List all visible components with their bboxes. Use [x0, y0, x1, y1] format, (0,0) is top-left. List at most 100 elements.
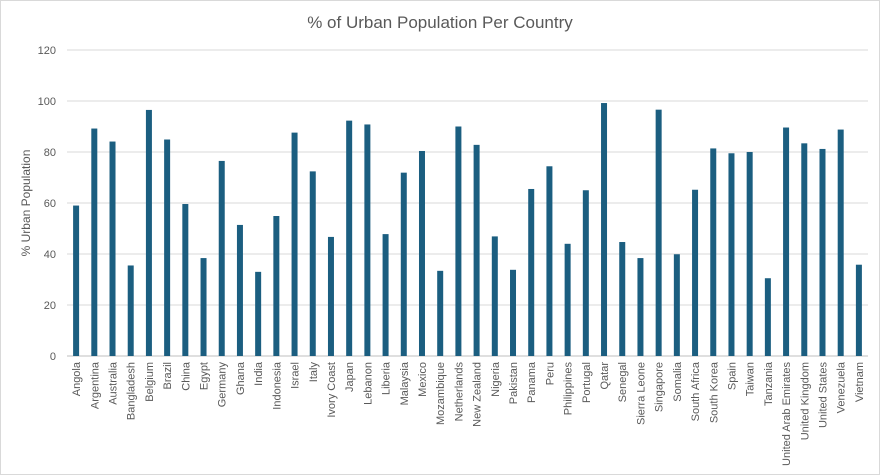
bar: [510, 269, 517, 356]
bar: [491, 236, 498, 356]
y-tick-label: 80: [44, 147, 56, 159]
bar: [728, 153, 735, 356]
x-tick-label: Bangladesh: [126, 362, 138, 420]
x-tick-label: Venezuela: [836, 361, 848, 413]
x-tick-label: Italy: [308, 362, 320, 383]
x-tick-label: Japan: [344, 362, 356, 392]
y-axis-label: % Urban Population: [19, 150, 33, 257]
x-tick-label: Qatar: [599, 362, 611, 390]
bar: [291, 132, 298, 356]
x-tick-labels: Angola Argentina Australia Bangladesh Belgiu…: [71, 361, 866, 466]
x-tick-label: Argentina: [89, 361, 101, 409]
x-tick-label: Ivory Coast: [326, 362, 338, 418]
x-tick-label: Australia: [108, 361, 120, 405]
bar: [164, 139, 171, 356]
x-tick-label: Egypt: [199, 362, 211, 390]
x-tick-label: Ghana: [235, 361, 247, 395]
bar: [327, 236, 334, 356]
x-tick-label: Panama: [526, 361, 538, 403]
x-tick-label: Mexico: [417, 362, 429, 397]
y-tick-label: 120: [38, 45, 56, 57]
x-tick-label: Malaysia: [399, 361, 411, 405]
gridlines: [67, 49, 868, 357]
bar: [418, 150, 425, 356]
bar: [273, 216, 280, 356]
bar: [819, 148, 826, 356]
x-tick-label: Nigeria: [490, 361, 502, 397]
x-tick-label: Lebanon: [362, 362, 374, 405]
bar: [364, 124, 371, 357]
y-tick-label: 40: [44, 249, 56, 261]
bar: [182, 204, 189, 356]
bar: [109, 141, 116, 356]
x-tick-label: Spain: [726, 362, 738, 390]
bar: [218, 160, 225, 356]
x-tick-label: New Zealand: [472, 362, 484, 427]
bar: [73, 205, 80, 356]
bar: [710, 148, 717, 356]
bar: [91, 128, 98, 356]
x-tick-label: Germany: [217, 362, 229, 408]
y-tick-labels: 0 20 40 60 80 100 120: [38, 45, 56, 363]
x-tick-label: Mozambique: [435, 362, 447, 425]
bar: [837, 129, 844, 356]
x-tick-label: Pakistan: [508, 362, 520, 404]
x-tick-label: United States: [817, 362, 829, 429]
x-tick-label: Israel: [290, 362, 302, 389]
y-tick-label: 0: [50, 351, 56, 363]
y-tick-label: 60: [44, 198, 56, 210]
bar: [564, 243, 571, 356]
bar: [127, 265, 134, 356]
bar: [309, 171, 316, 356]
x-tick-label: Sierra Leone: [635, 362, 647, 425]
x-tick-label: India: [253, 361, 265, 386]
x-tick-label: Netherlands: [453, 362, 465, 422]
bar: [637, 258, 644, 356]
x-tick-label: Singapore: [654, 362, 666, 412]
bar: [528, 188, 535, 356]
bar: [400, 172, 407, 356]
x-tick-label: Philippines: [563, 362, 575, 416]
x-tick-label: Liberia: [381, 361, 393, 395]
bar: [692, 189, 699, 356]
bar: [582, 190, 589, 356]
y-tick-label: 20: [44, 300, 56, 312]
x-tick-label: Vietnam: [854, 362, 866, 402]
x-tick-label: China: [180, 361, 192, 391]
bar: [236, 224, 243, 356]
x-tick-label: Somalia: [672, 361, 684, 402]
bar: [437, 270, 444, 356]
x-tick-label: United Kingdom: [799, 362, 811, 440]
bar: [346, 120, 353, 356]
x-tick-label: Belgium: [144, 362, 156, 402]
x-tick-label: Taiwan: [745, 362, 757, 396]
bar: [200, 258, 207, 356]
x-tick-label: United Arab Emirates: [781, 362, 793, 466]
bar: [255, 271, 262, 356]
bar: [145, 109, 152, 356]
x-tick-label: Tanzania: [763, 361, 775, 406]
chart-title: % of Urban Population Per Country: [307, 13, 573, 32]
x-tick-label: Portugal: [581, 362, 593, 403]
x-tick-label: Brazil: [162, 362, 174, 390]
bar: [855, 264, 862, 356]
bar: [382, 234, 389, 356]
bar: [601, 103, 608, 356]
bar: [455, 126, 462, 356]
bar: [473, 144, 480, 356]
bar: [655, 109, 662, 356]
bar: [746, 152, 753, 356]
bar: [801, 143, 808, 356]
x-tick-label: South Africa: [690, 361, 702, 421]
x-tick-label: Angola: [71, 361, 83, 396]
bar: [619, 242, 626, 356]
bar: [546, 166, 553, 356]
y-tick-label: 100: [38, 96, 56, 108]
bar: [673, 254, 680, 356]
bar: [783, 127, 790, 357]
x-tick-label: Peru: [544, 362, 556, 385]
bar: [764, 278, 771, 356]
bars: [73, 103, 862, 357]
x-tick-label: Indonesia: [271, 361, 283, 410]
